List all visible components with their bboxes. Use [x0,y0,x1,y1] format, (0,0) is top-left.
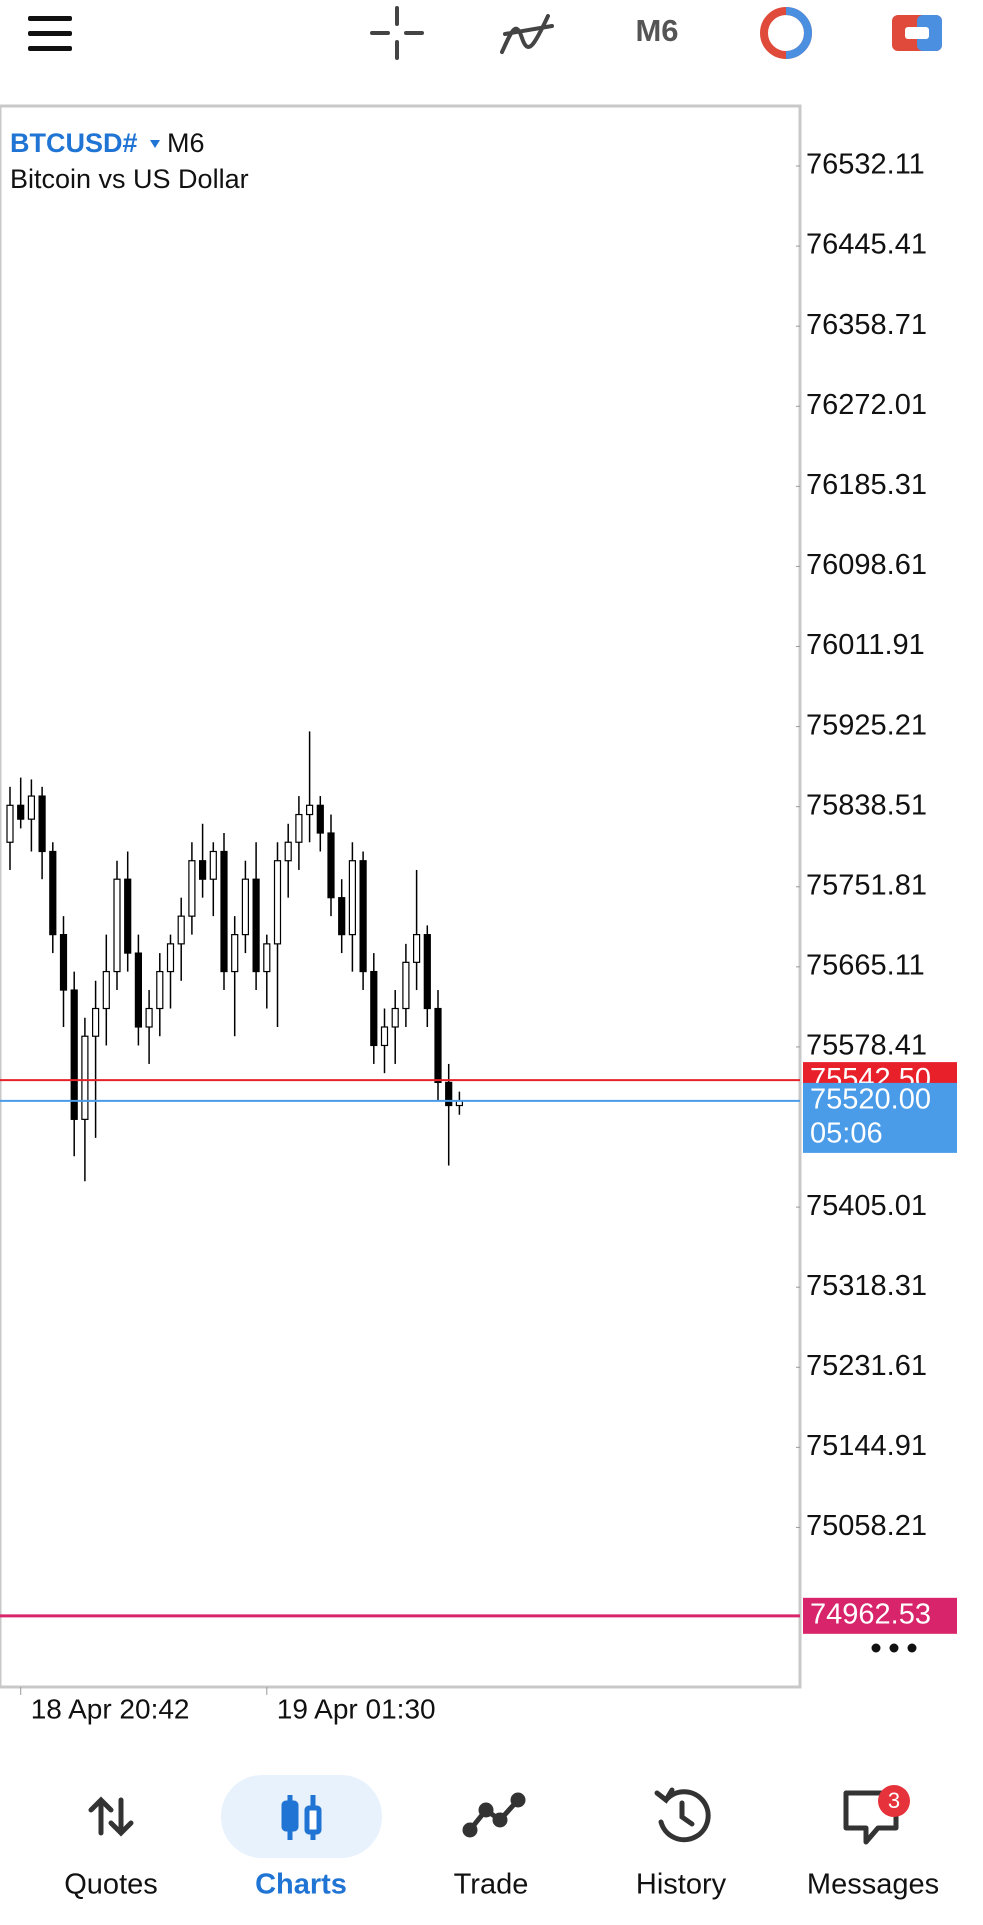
trade-button[interactable] [892,15,942,51]
badge-count: 3 [888,1788,900,1813]
candle-body [284,841,292,862]
candle-body [402,961,410,1010]
candle-body [380,1026,389,1047]
candle-body [91,1007,100,1037]
y-tick-label: 75838.51 [806,789,927,821]
candle-body [70,989,78,1120]
candle-body [263,943,271,973]
y-tick-label: 76098.61 [806,549,927,581]
symbol-description: Bitcoin vs US Dollar [10,164,249,194]
y-tick-label: 76185.31 [806,469,927,501]
candle-body [81,1035,89,1120]
candle-body [348,860,356,936]
candle-body [17,804,25,820]
y-tick-label: 75751.81 [806,869,927,901]
bottom-nav: Quotes Charts Trade History Messages 3 [64,1788,939,1901]
countdown: 05:06 [810,1118,883,1150]
candle-body [6,804,14,843]
candle-body [306,804,314,816]
objects-button[interactable] [760,7,812,59]
symbol-timeframe: M6 [167,128,205,158]
y-tick-label: 75405.01 [806,1190,927,1222]
candle-body [273,860,282,945]
history-icon [654,1787,711,1843]
candle-body [166,943,175,973]
candle-body [231,934,239,973]
candle-body [113,878,121,973]
candle-body [295,813,303,843]
nav-tab[interactable]: Charts [255,1869,347,1901]
candle-body [49,850,57,936]
menu-button[interactable] [28,16,72,51]
candle-body [209,850,217,880]
candle-body [413,934,421,963]
nav-tab[interactable]: Quotes [64,1869,158,1901]
x-tick-label: 18 Apr 20:42 [31,1693,190,1724]
x-tick-label: 19 Apr 01:30 [277,1693,436,1724]
candle-body [252,878,260,973]
candle-body [177,915,185,945]
y-tick-label: 76011.91 [806,629,925,661]
y-tick-label: 75578.41 [806,1030,927,1062]
y-tick-label: 75144.91 [806,1430,927,1462]
timeframe-button[interactable]: M6 [635,13,678,48]
y-tick-label: 76532.11 [806,149,925,181]
plot [0,165,800,1695]
candle-body [102,970,110,1010]
symbol-name[interactable]: BTCUSD# [10,128,138,158]
candle-body [434,1007,442,1084]
candle-body [391,1007,399,1028]
y-tick-label: 75231.61 [806,1350,927,1382]
candle-body [27,795,35,820]
candle-body [59,934,68,991]
price-label-box [803,1082,957,1153]
price-label: 75520.00 [810,1084,931,1116]
plot-frame [0,104,802,1689]
y-tick-label: 75665.11 [806,950,925,982]
candle-body [134,952,142,1028]
candle-body [38,795,46,853]
nav-tab[interactable]: History [636,1869,727,1901]
candle-body [156,970,164,1010]
y-tick-label: 75318.31 [806,1270,927,1302]
price-label: 74962.53 [810,1598,931,1630]
candle-body [124,878,132,954]
candle-body [370,970,378,1047]
y-tick-label: 76272.01 [806,389,927,421]
candle-body [327,832,335,899]
quotes-icon [88,1796,134,1837]
y-tick-label: 76358.71 [806,309,927,341]
more-button[interactable] [871,1643,917,1653]
charts-icon [281,1795,322,1840]
candle-body [445,1081,453,1107]
candle-body [423,934,431,1010]
nav-tab[interactable]: Messages [807,1869,939,1901]
candle-body [145,1007,153,1028]
active-tab-background [221,1775,382,1858]
y-tick-label: 75058.21 [806,1510,927,1542]
indicators-button[interactable] [500,14,554,54]
symbol-dropdown[interactable] [150,140,160,148]
candle-body [188,860,196,917]
candle-body [220,850,228,973]
nav-tab[interactable]: Trade [454,1869,529,1901]
candle-body [199,860,207,880]
candle-body [338,897,346,936]
candle-body [359,860,367,973]
crosshair-button[interactable] [370,6,424,60]
price-label-box [803,1597,957,1634]
y-tick-label: 75925.21 [806,709,927,741]
badge [878,1785,910,1817]
y-tick-label: 76445.41 [806,229,927,261]
trade-icon [462,1792,526,1838]
candle-body [241,878,249,936]
candle-body [316,804,324,834]
